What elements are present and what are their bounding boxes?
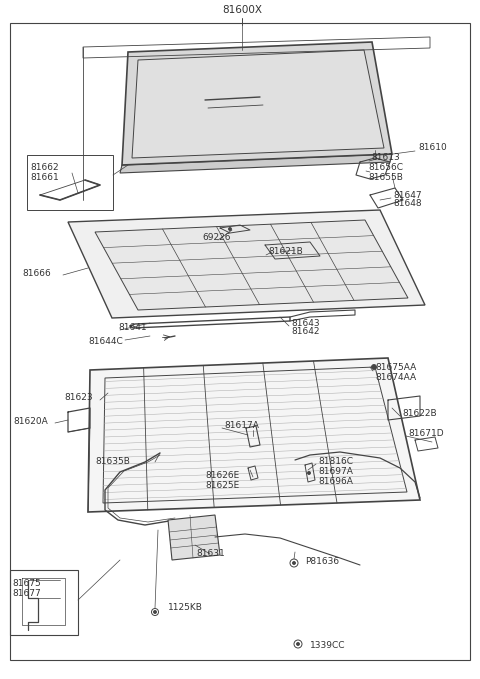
Text: 81626E: 81626E [205, 471, 239, 481]
Text: 81613: 81613 [371, 153, 400, 162]
Polygon shape [68, 210, 425, 318]
Polygon shape [88, 358, 420, 512]
Text: 1339CC: 1339CC [310, 640, 346, 650]
Text: 81677: 81677 [12, 589, 41, 598]
Text: 81620A: 81620A [13, 416, 48, 426]
Text: 81644C: 81644C [88, 337, 123, 346]
Polygon shape [132, 50, 384, 158]
Text: 81656C: 81656C [368, 164, 403, 172]
Text: 81642: 81642 [291, 327, 320, 337]
Text: 81622B: 81622B [402, 409, 437, 418]
Text: 81648: 81648 [393, 200, 421, 208]
Text: 81655B: 81655B [368, 172, 403, 181]
Circle shape [297, 642, 300, 646]
Text: 81674AA: 81674AA [375, 373, 416, 382]
Text: 81675AA: 81675AA [375, 363, 416, 373]
Text: 81623: 81623 [64, 394, 93, 403]
Text: 81643: 81643 [291, 318, 320, 327]
Text: 81697A: 81697A [318, 466, 353, 475]
Polygon shape [120, 154, 392, 173]
Text: 81610: 81610 [418, 143, 447, 153]
Polygon shape [122, 42, 392, 165]
Text: 81662: 81662 [30, 164, 59, 172]
Text: 81631: 81631 [196, 549, 225, 559]
Circle shape [308, 471, 311, 475]
Text: 81696A: 81696A [318, 477, 353, 485]
Text: 81635B: 81635B [95, 456, 130, 466]
Text: 81641: 81641 [118, 323, 146, 333]
Text: 81617A: 81617A [224, 422, 259, 430]
Circle shape [154, 610, 156, 614]
Text: 81661: 81661 [30, 172, 59, 181]
Text: 81600X: 81600X [222, 5, 262, 15]
Text: 81621B: 81621B [268, 248, 303, 257]
Text: 1125KB: 1125KB [168, 604, 203, 612]
Polygon shape [168, 515, 220, 560]
Circle shape [228, 227, 231, 230]
Text: 81675: 81675 [12, 579, 41, 587]
Text: 81647: 81647 [393, 191, 421, 200]
Circle shape [292, 562, 296, 564]
Text: 81816C: 81816C [318, 456, 353, 466]
Text: P81636: P81636 [305, 557, 339, 566]
Polygon shape [95, 220, 408, 310]
Circle shape [372, 365, 376, 369]
Text: 81625E: 81625E [205, 481, 239, 490]
Text: 81666: 81666 [22, 268, 51, 278]
Text: 81671D: 81671D [408, 428, 444, 437]
Text: 69226: 69226 [202, 234, 230, 242]
